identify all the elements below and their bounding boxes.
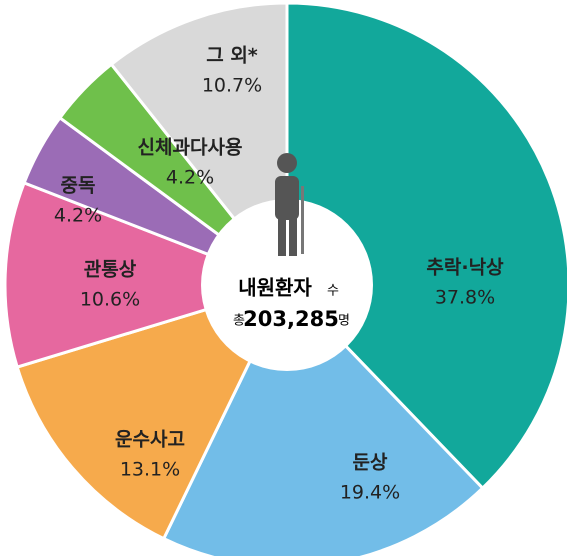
slice-label: 둔상 (353, 452, 388, 474)
value-label: 4.2% (54, 205, 102, 227)
slice-label: 신체과다사용 (138, 137, 243, 159)
total-prefix: 총 (233, 314, 245, 329)
value-label: 19.4% (340, 482, 400, 504)
slice (3, 180, 292, 369)
value-label: 13.1% (120, 459, 180, 481)
slice-label: 중독 (61, 175, 96, 197)
slice-label: 관통상 (84, 259, 137, 281)
slice (285, 1, 567, 491)
value-label: 37.8% (435, 287, 495, 309)
slice-label: 추락·낙상 (426, 257, 504, 279)
center-unit: 수 (327, 284, 339, 299)
value-label: 10.6% (80, 289, 140, 311)
slice-label: 운수사고 (115, 429, 185, 451)
labels: 추락·낙상 37.8% 둔상 19.4% 운수사고 13.1% 관통상 10.6% 중독 4.2%… (54, 45, 504, 504)
value-label: 10.7% (202, 75, 262, 97)
slice (161, 282, 485, 556)
value-label: 4.2% (166, 167, 214, 189)
total-unit: 명 (338, 314, 350, 329)
total: 203,285 (243, 307, 339, 331)
slice-label: 그 외* (206, 45, 258, 67)
center-circle (201, 199, 373, 371)
center-label: 내원환자 (238, 276, 312, 300)
slice (15, 282, 290, 541)
center-icon (275, 153, 304, 256)
